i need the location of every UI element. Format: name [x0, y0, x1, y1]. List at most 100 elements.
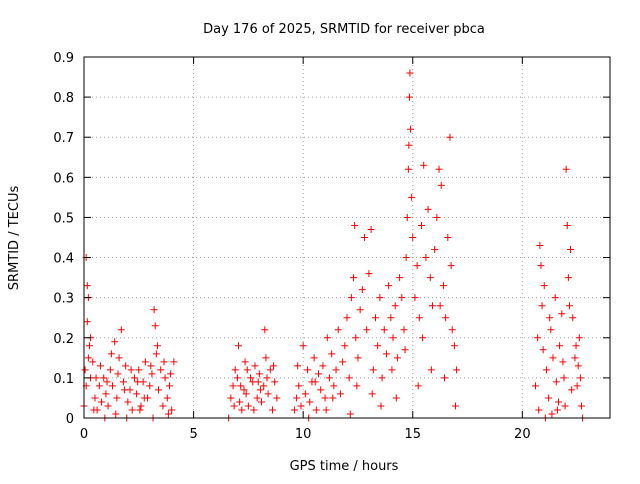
- data-point: [250, 406, 258, 414]
- data-point: [565, 302, 573, 310]
- data-point: [83, 318, 91, 326]
- data-point: [404, 165, 412, 173]
- data-point: [241, 358, 249, 366]
- data-point: [115, 354, 123, 362]
- data-point: [444, 234, 452, 241]
- data-point: [91, 394, 99, 402]
- data-point: [346, 410, 354, 418]
- data-point: [354, 354, 362, 362]
- data-point: [391, 302, 399, 310]
- data-point: [558, 310, 566, 318]
- data-point: [351, 221, 359, 229]
- data-point: [572, 342, 580, 350]
- data-point: [270, 362, 278, 370]
- data-point: [406, 69, 414, 77]
- data-point: [415, 314, 423, 322]
- plot-frame: [83, 56, 611, 419]
- data-point: [542, 366, 550, 374]
- x-tick-label: 0: [80, 427, 88, 442]
- data-point: [163, 394, 171, 402]
- data-point: [137, 402, 145, 410]
- data-point: [407, 125, 415, 133]
- data-point: [367, 225, 375, 233]
- data-point: [165, 382, 173, 390]
- data-point: [341, 342, 349, 350]
- data-point: [301, 390, 309, 398]
- data-point: [122, 362, 130, 370]
- data-point: [323, 334, 331, 342]
- data-point: [317, 386, 325, 394]
- data-point: [408, 193, 416, 201]
- data-point: [426, 274, 434, 282]
- y-tick-label: 0.9: [53, 51, 74, 66]
- data-point: [160, 358, 168, 366]
- data-point: [382, 350, 390, 358]
- data-point: [304, 366, 312, 374]
- data-point: [548, 410, 556, 418]
- data-point: [108, 382, 116, 390]
- data-point: [353, 382, 361, 390]
- data-point: [322, 406, 330, 414]
- data-point: [376, 294, 384, 302]
- x-axis-label: GPS time / hours: [290, 459, 399, 474]
- data-point: [152, 350, 160, 358]
- data-point: [535, 406, 543, 414]
- data-point: [345, 374, 353, 382]
- data-point: [447, 262, 455, 270]
- data-point: [319, 362, 327, 370]
- data-point: [311, 378, 319, 386]
- data-point: [151, 322, 159, 330]
- data-point: [369, 366, 377, 374]
- data-point: [539, 346, 547, 354]
- data-point: [339, 358, 347, 366]
- data-point: [231, 366, 239, 374]
- data-point: [263, 374, 271, 382]
- data-point: [293, 394, 301, 402]
- data-point: [306, 398, 314, 406]
- data-point: [255, 370, 263, 378]
- y-tick-label: 0.8: [53, 91, 74, 106]
- data-point: [95, 382, 103, 390]
- data-point: [374, 342, 382, 350]
- data-point: [157, 366, 165, 374]
- data-point: [441, 374, 449, 382]
- data-point: [389, 334, 397, 342]
- y-axis-label: SRMTID / TECUs: [7, 186, 22, 291]
- data-point: [161, 374, 169, 382]
- data-point: [329, 394, 337, 402]
- data-point: [413, 262, 421, 270]
- data-point: [297, 402, 305, 410]
- data-point: [396, 274, 404, 282]
- data-point: [159, 402, 167, 410]
- data-point: [435, 165, 443, 173]
- data-point: [534, 334, 542, 342]
- data-point: [540, 282, 548, 290]
- data-point: [247, 374, 255, 382]
- data-point: [112, 410, 120, 418]
- y-tick-label: 0.3: [53, 292, 74, 307]
- data-point: [437, 181, 445, 189]
- data-point: [262, 354, 270, 362]
- data-point: [392, 394, 400, 402]
- data-point: [561, 402, 569, 410]
- data-point: [560, 374, 568, 382]
- data-point: [119, 378, 127, 386]
- data-point: [328, 350, 336, 358]
- data-point: [448, 326, 456, 334]
- data-point: [405, 141, 413, 149]
- data-point: [136, 406, 144, 414]
- data-points: [80, 69, 587, 422]
- data-point: [556, 342, 564, 350]
- data-point: [451, 402, 459, 410]
- x-tick-label: 15: [404, 427, 421, 442]
- data-point: [403, 213, 411, 221]
- x-tick-label: 20: [514, 427, 531, 442]
- data-point: [332, 366, 340, 374]
- data-point: [567, 246, 575, 254]
- data-point: [92, 374, 100, 382]
- data-point: [260, 382, 268, 390]
- data-point: [439, 282, 447, 290]
- data-point: [358, 286, 366, 294]
- data-point: [418, 221, 426, 229]
